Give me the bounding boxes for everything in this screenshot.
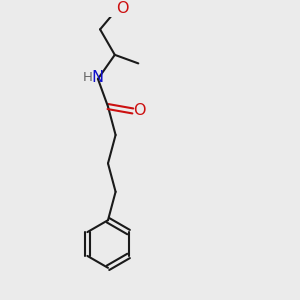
Text: H: H [83, 71, 93, 84]
Text: N: N [92, 70, 104, 85]
Text: O: O [134, 103, 146, 118]
Text: O: O [116, 1, 129, 16]
